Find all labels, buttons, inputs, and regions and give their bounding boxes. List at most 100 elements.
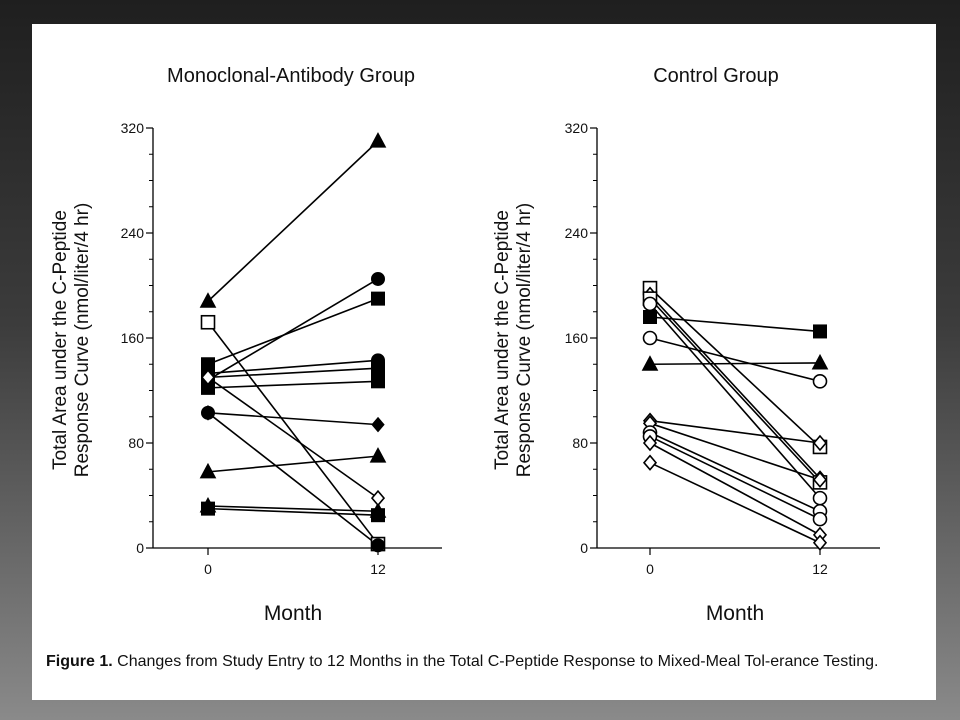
series-line xyxy=(207,380,379,389)
chart-title: Monoclonal-Antibody Group xyxy=(167,65,415,87)
series-line xyxy=(649,419,821,444)
series-line xyxy=(207,455,379,473)
x-tick-label: 12 xyxy=(370,561,386,577)
data-point xyxy=(371,271,385,286)
data-point xyxy=(200,314,216,330)
data-point xyxy=(200,369,216,386)
figure-caption: Figure 1. Changes from Study Entry to 12… xyxy=(46,652,916,672)
data-point xyxy=(642,434,658,452)
series-line xyxy=(207,278,379,381)
y-tick-label: 320 xyxy=(565,120,589,136)
series-1 xyxy=(649,316,821,333)
series-line xyxy=(649,337,821,383)
series-line xyxy=(649,298,821,483)
y-tick-label: 160 xyxy=(565,330,589,346)
x-tick-label: 12 xyxy=(812,561,828,577)
data-point xyxy=(199,292,217,308)
series-line xyxy=(207,505,379,513)
series-3 xyxy=(649,337,821,383)
series-9 xyxy=(649,422,821,481)
x-axis-label: Month xyxy=(706,602,764,625)
series-line xyxy=(649,435,821,520)
data-point xyxy=(642,330,658,346)
series-8 xyxy=(207,455,379,473)
data-point xyxy=(371,416,385,433)
chart-panel-1: Monoclonal-Antibody Group 0 80 160 240 320 0 12… xyxy=(50,65,442,625)
slide: Monoclonal-Antibody Group 0 80 160 240 320 0 12… xyxy=(32,24,936,700)
data-point xyxy=(371,538,385,553)
series-line xyxy=(207,376,379,499)
series-4 xyxy=(207,359,379,375)
series-11 xyxy=(207,321,379,545)
data-point xyxy=(370,489,386,507)
y-tick-label: 160 xyxy=(121,330,145,346)
series-line xyxy=(207,140,379,302)
x-axis-label: Month xyxy=(264,602,322,625)
series-line xyxy=(649,316,821,333)
data-point xyxy=(641,355,659,371)
y-tick-label: 80 xyxy=(128,435,144,451)
y-axis-label: Total Area under the C-Peptide xyxy=(50,210,71,470)
series-10 xyxy=(649,431,821,512)
data-point xyxy=(643,310,657,324)
y-tick-label: 0 xyxy=(580,540,588,556)
figure-charts: Monoclonal-Antibody Group 0 80 160 240 320 0 12… xyxy=(50,65,880,625)
series-line xyxy=(207,297,379,365)
data-point xyxy=(371,374,385,389)
series-13 xyxy=(649,461,821,544)
chart-title: Control Group xyxy=(653,65,779,87)
y-axis-label: Total Area under the C-Peptide xyxy=(492,210,513,470)
data-point xyxy=(812,374,828,389)
series-5 xyxy=(649,294,821,479)
series-5 xyxy=(207,367,379,379)
x-tick-label: 0 xyxy=(646,561,654,577)
data-point xyxy=(201,501,215,516)
series-line xyxy=(649,442,821,536)
chart-panel-2: Control Group 0 80 160 240 320 0 12 Month Total A… xyxy=(492,65,880,625)
y-tick-label: 240 xyxy=(565,225,589,241)
data-point xyxy=(371,291,385,306)
series-12 xyxy=(207,376,379,499)
series-line xyxy=(649,422,821,481)
data-point xyxy=(812,534,828,551)
data-point xyxy=(642,296,658,312)
y-axis-label: Response Curve (nmol/liter/4 hr) xyxy=(514,203,535,478)
series-9 xyxy=(207,505,379,513)
data-point xyxy=(371,361,385,376)
series-line xyxy=(207,367,379,379)
data-point xyxy=(812,511,828,527)
series-4 xyxy=(649,287,821,448)
caption-text: Changes from Study Entry to 12 Months in… xyxy=(117,653,879,670)
data-point xyxy=(371,508,385,523)
series-line xyxy=(649,294,821,479)
series-line xyxy=(649,287,821,448)
series-12 xyxy=(649,442,821,536)
data-point xyxy=(369,447,387,463)
y-tick-label: 0 xyxy=(136,540,144,556)
y-tick-label: 240 xyxy=(121,225,145,241)
data-point xyxy=(812,490,828,506)
series-line xyxy=(207,321,379,545)
data-point xyxy=(812,471,828,488)
series-10 xyxy=(207,507,379,516)
data-point xyxy=(642,454,658,471)
series-line xyxy=(207,507,379,516)
series-8 xyxy=(649,419,821,444)
series-line xyxy=(649,362,821,366)
series-line xyxy=(207,359,379,375)
data-point xyxy=(201,405,215,420)
series-2 xyxy=(207,278,379,381)
series-line xyxy=(649,431,821,512)
series-1 xyxy=(207,140,379,302)
series-6 xyxy=(207,380,379,389)
series-13 xyxy=(207,412,379,547)
data-point xyxy=(369,132,387,148)
series-3 xyxy=(207,297,379,365)
series-2 xyxy=(649,362,821,366)
series-7 xyxy=(649,303,821,499)
series-7 xyxy=(207,412,379,426)
series-line xyxy=(649,303,821,499)
y-tick-label: 320 xyxy=(121,120,145,136)
data-point xyxy=(812,434,828,452)
caption-lead: Figure 1. xyxy=(46,653,113,670)
